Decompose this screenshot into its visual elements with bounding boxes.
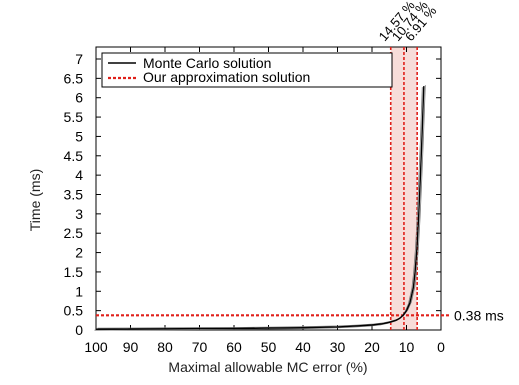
y-tick-label: 7	[75, 51, 83, 67]
y-tick-label: 1	[75, 283, 83, 299]
legend-box	[101, 52, 393, 88]
y-tick-label: 2.5	[64, 225, 84, 241]
plot-frame	[95, 46, 442, 331]
x-tick-label: 60	[226, 339, 242, 355]
annotation-0.38ms: 0.38 ms	[454, 307, 504, 323]
y-tick-label: 4.5	[64, 148, 84, 164]
x-tick-label: 100	[84, 339, 108, 355]
x-tick-label: 70	[192, 339, 208, 355]
y-axis-ticks: 0 0.5 1 1.5 2 2.5 3 3.5 4 4.5 5 5.5 6 6.5 7	[64, 51, 441, 338]
x-tick-label: 40	[295, 339, 311, 355]
y-tick-label: 6.5	[64, 70, 84, 86]
y-tick-label: 5	[75, 128, 83, 144]
x-tick-label: 20	[364, 339, 380, 355]
y-tick-label: 5.5	[64, 109, 84, 125]
legend-label-approx: Our approximation solution	[143, 69, 310, 85]
mc-envelope-lower	[94, 87, 423, 331]
mc-series	[94, 85, 426, 331]
legend: Monte Carlo solution Our approximation s…	[101, 52, 393, 88]
y-axis-title: Time (ms)	[27, 169, 43, 231]
mc-envelope-upper	[97, 85, 426, 329]
y-tick-label: 2	[75, 245, 83, 261]
x-tick-label: 10	[399, 339, 415, 355]
y-tick-label: 0	[75, 322, 83, 338]
x-tick-label: 50	[261, 339, 277, 355]
y-tick-label: 6	[75, 90, 83, 106]
y-tick-label: 0.5	[64, 303, 84, 319]
y-tick-label: 3	[75, 206, 83, 222]
x-axis-ticks: 100 90 80 70 60 50 40 30 20 10 0	[84, 47, 445, 355]
x-axis-title: Maximal allowable MC error (%)	[168, 359, 367, 375]
x-tick-label: 30	[330, 339, 346, 355]
mc-series-line	[95, 86, 425, 330]
legend-label-mc: Monte Carlo solution	[143, 55, 271, 71]
x-tick-label: 0	[437, 339, 445, 355]
x-tick-label: 90	[123, 339, 139, 355]
y-tick-label: 1.5	[64, 264, 84, 280]
x-tick-label: 80	[157, 339, 173, 355]
y-tick-label: 4	[75, 167, 83, 183]
y-tick-label: 3.5	[64, 187, 84, 203]
